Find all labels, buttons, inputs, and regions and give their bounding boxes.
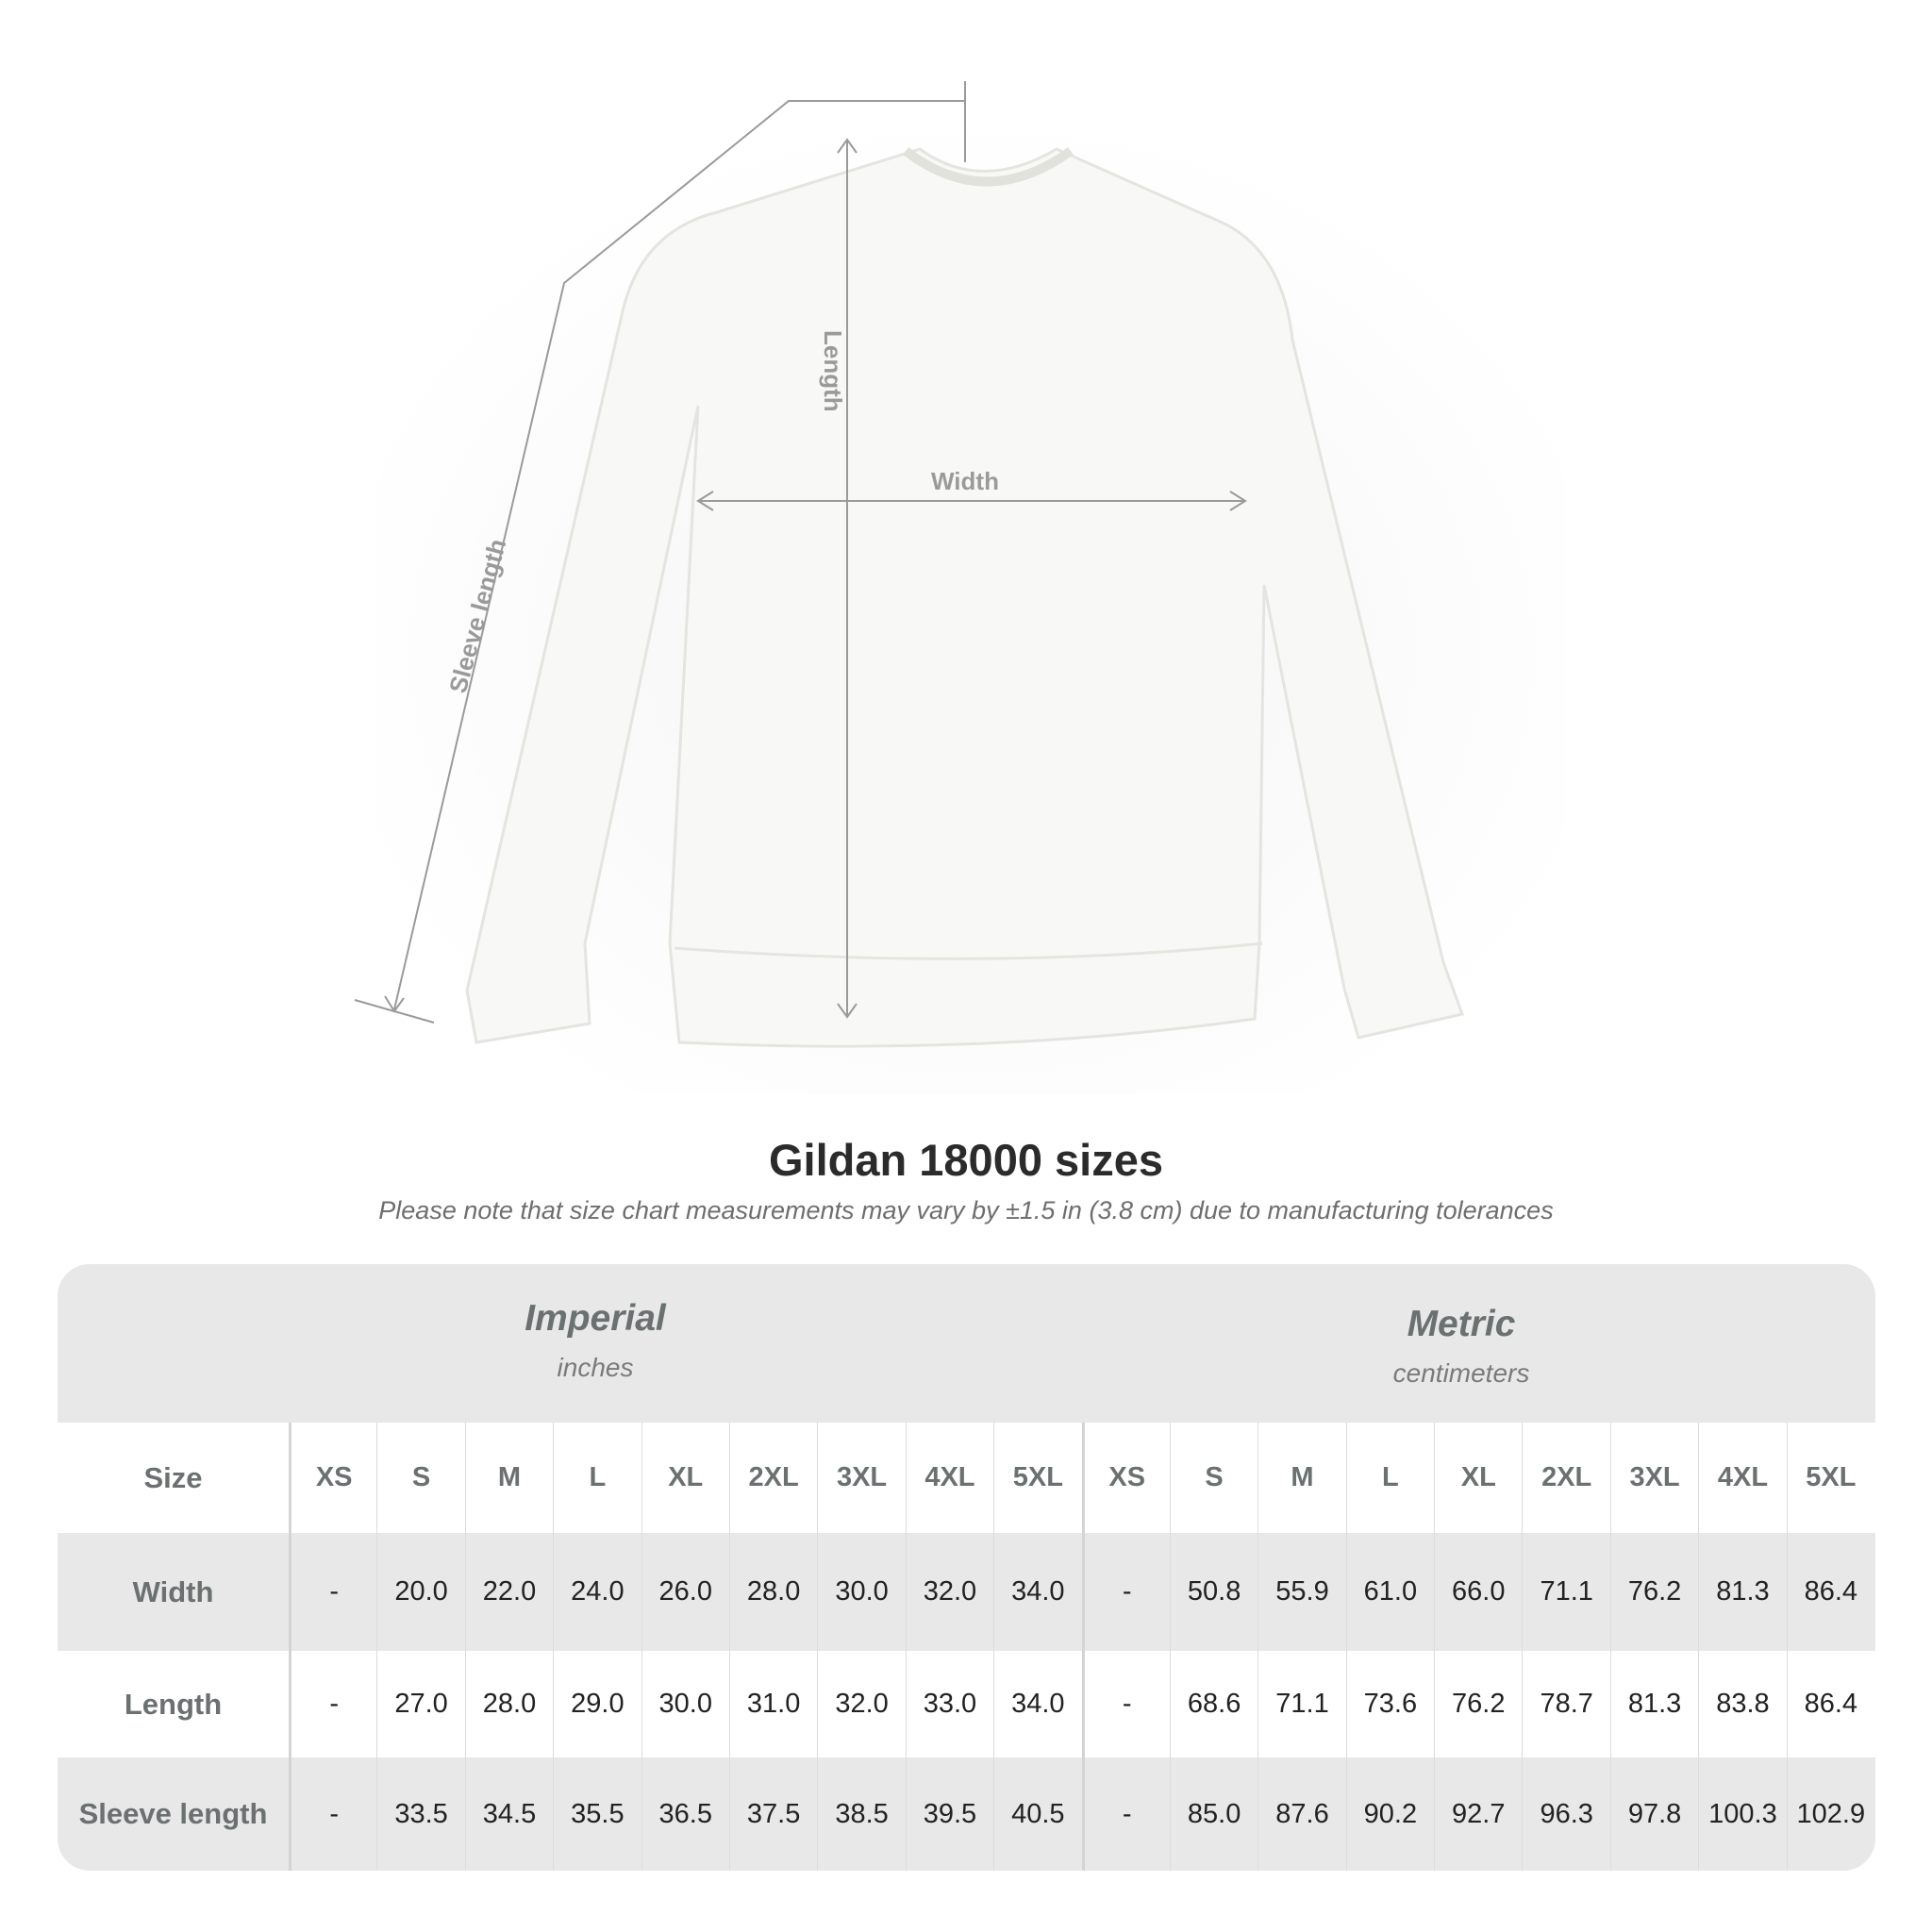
metric-value: -: [1081, 1533, 1170, 1651]
page-title: Gildan 18000 sizes: [768, 1135, 1164, 1185]
size-imperial-2xl: 2XL: [728, 1423, 817, 1533]
size-label: Size: [143, 1460, 203, 1494]
imperial-value: 40.5: [993, 1757, 1081, 1871]
table-row: Length -27.0 28.0 29.0 30.0 31.0 32.0 33.0 34.0-…: [58, 1651, 1875, 1757]
imperial-value: 32.0: [905, 1533, 993, 1651]
imperial-value: 36.5: [641, 1757, 729, 1871]
size-imperial-5xl: 5XL: [993, 1423, 1081, 1533]
imperial-value: 20.0: [376, 1533, 464, 1651]
row-label: Length: [124, 1687, 223, 1721]
metric-value: 71.1: [1522, 1533, 1609, 1651]
imperial-value: -: [289, 1651, 376, 1757]
sweatshirt-image: [465, 147, 1464, 1048]
metric-value: -: [1081, 1757, 1170, 1871]
row-label: Width: [132, 1574, 214, 1608]
metric-value: -: [1081, 1651, 1170, 1757]
metric-value: 81.3: [1609, 1651, 1698, 1757]
size-metric-2xl: 2XL: [1522, 1423, 1609, 1533]
size-imperial-4xl: 4XL: [905, 1423, 993, 1533]
sweatshirt-diagram: [354, 81, 1566, 1094]
imperial-value: 34.5: [464, 1757, 553, 1871]
metric-value: 50.8: [1169, 1533, 1257, 1651]
imperial-value: 32.0: [817, 1651, 905, 1757]
length-label: Length: [819, 330, 847, 412]
row-label: Sleeve length: [78, 1797, 268, 1830]
imperial-value: 38.5: [817, 1757, 905, 1871]
metric-value: 102.9: [1786, 1757, 1874, 1871]
imperial-value: 28.0: [728, 1533, 817, 1651]
imperial-value: 24.0: [553, 1533, 641, 1651]
size-imperial-xl: XL: [641, 1423, 729, 1533]
imperial-value: 26.0: [641, 1533, 729, 1651]
metric-value: 100.3: [1698, 1757, 1786, 1871]
size-imperial-s: S: [376, 1423, 464, 1533]
size-metric-xl: XL: [1434, 1423, 1522, 1533]
imperial-value: 27.0: [376, 1651, 464, 1757]
width-label: Width: [931, 467, 999, 495]
metric-value: 73.6: [1345, 1651, 1434, 1757]
metric-value: 92.7: [1434, 1757, 1522, 1871]
imperial-value: 28.0: [464, 1651, 553, 1757]
imperial-value: 37.5: [728, 1757, 817, 1871]
metric-value: 66.0: [1434, 1533, 1522, 1651]
imperial-value: -: [289, 1533, 376, 1651]
tolerance-note: Please note that size chart measurements…: [378, 1196, 1554, 1224]
metric-value: 87.6: [1257, 1757, 1345, 1871]
metric-value: 61.0: [1345, 1533, 1434, 1651]
imperial-value: 33.5: [376, 1757, 464, 1871]
size-metric-s: S: [1169, 1423, 1257, 1533]
size-imperial-l: L: [553, 1423, 641, 1533]
table-row: Width -20.0 22.0 24.0 26.0 28.0 30.0 32.0 34.0-5…: [58, 1533, 1875, 1651]
imperial-value: 30.0: [817, 1533, 905, 1651]
imperial-value: 33.0: [905, 1651, 993, 1757]
metric-value: 96.3: [1522, 1757, 1609, 1871]
metric-value: 76.2: [1434, 1651, 1522, 1757]
imperial-value: 22.0: [464, 1533, 553, 1651]
metric-value: 55.9: [1257, 1533, 1345, 1651]
metric-value: 97.8: [1609, 1757, 1698, 1871]
size-metric-l: L: [1345, 1423, 1434, 1533]
imperial-value: 35.5: [553, 1757, 641, 1871]
size-metric-xs: XS: [1081, 1423, 1170, 1533]
imperial-value: 34.0: [993, 1533, 1081, 1651]
imperial-value: 30.0: [641, 1651, 729, 1757]
metric-value: 86.4: [1786, 1533, 1874, 1651]
imperial-value: 39.5: [905, 1757, 993, 1871]
imperial-header: Imperial inches: [525, 1298, 666, 1382]
size-imperial-m: M: [464, 1423, 553, 1533]
imperial-value: 31.0: [728, 1651, 817, 1757]
metric-value: 81.3: [1698, 1533, 1786, 1651]
size-imperial-xs: XS: [289, 1423, 376, 1533]
size-header-row: Size XS S M L XL 2XL 3XL 4XL 5XL XS S M L XL 2XL 3XL 4XL 5…: [58, 1423, 1875, 1533]
metric-value: 83.8: [1698, 1651, 1786, 1757]
metric-value: 71.1: [1257, 1651, 1345, 1757]
imperial-value: 29.0: [553, 1651, 641, 1757]
size-metric-5xl: 5XL: [1786, 1423, 1874, 1533]
metric-value: 78.7: [1522, 1651, 1609, 1757]
size-metric-3xl: 3XL: [1609, 1423, 1698, 1533]
imperial-value: -: [289, 1757, 376, 1871]
metric-value: 86.4: [1786, 1651, 1874, 1757]
size-imperial-3xl: 3XL: [817, 1423, 905, 1533]
metric-value: 85.0: [1169, 1757, 1257, 1871]
imperial-value: 34.0: [993, 1651, 1081, 1757]
size-table: Imperial inches Metric centimeters Size X…: [58, 1264, 1875, 1871]
size-metric-4xl: 4XL: [1698, 1423, 1786, 1533]
metric-value: 68.6: [1169, 1651, 1257, 1757]
measurement-lines: [354, 81, 1247, 1024]
metric-value: 76.2: [1609, 1533, 1698, 1651]
table-row: Sleeve length -33.5 34.5 35.5 36.5 37.5 38.5 39…: [58, 1757, 1875, 1871]
metric-value: 90.2: [1345, 1757, 1434, 1871]
size-metric-m: M: [1257, 1423, 1345, 1533]
metric-header: Metric centimeters: [1392, 1304, 1530, 1388]
